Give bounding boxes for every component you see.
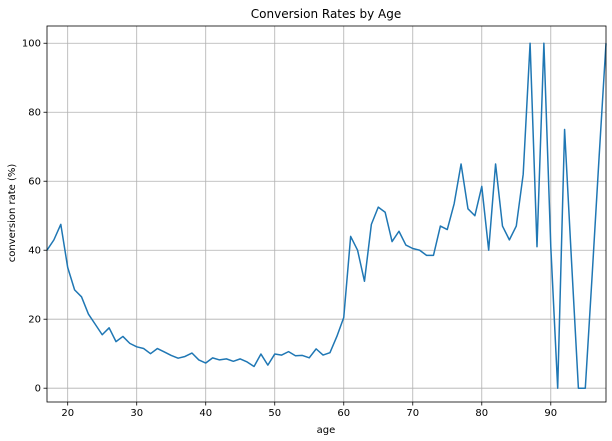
x-tick-label: 60 [337,408,350,419]
x-tick-label: 80 [475,408,488,419]
series-line [46,42,607,389]
y-tick-label: 0 [35,384,41,395]
x-tick-label: 40 [199,408,212,419]
grid [47,26,606,402]
y-tick-label: 80 [28,108,41,119]
series-layer [46,42,607,389]
x-tick-label: 20 [61,408,74,419]
chart-title: Conversion Rates by Age [251,7,401,21]
x-tick-label: 50 [268,408,281,419]
y-axis-label: conversion rate (%) [7,164,18,263]
plot-frame [46,25,607,403]
y-tick-label: 60 [28,177,41,188]
x-axis-label: age [317,425,336,436]
x-tick-label: 70 [406,408,419,419]
x-tick-label: 90 [544,408,557,419]
x-tick-label: 30 [130,408,143,419]
y-tick-label: 100 [22,39,41,50]
y-tick-label: 20 [28,315,41,326]
axis-ticks: 20 30 40 50 60 70 80 90 0 20 40 60 80 100 [22,39,557,419]
y-tick-label: 40 [28,246,41,257]
